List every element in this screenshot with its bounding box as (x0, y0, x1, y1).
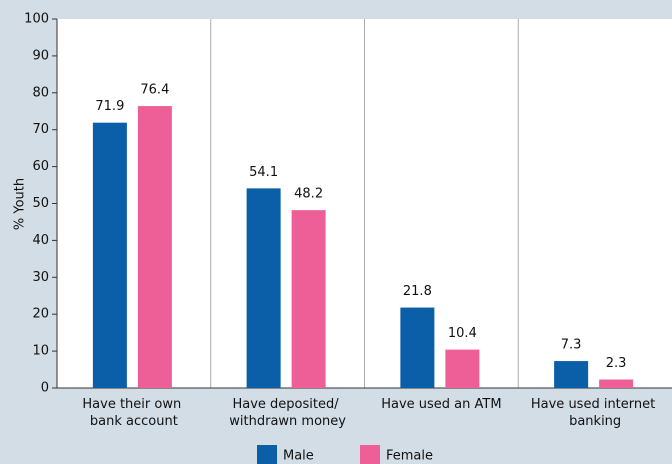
bar (246, 188, 281, 388)
y-tick-label: 100 (24, 12, 49, 27)
legend-label: Male (283, 449, 314, 464)
y-tick-label: 70 (32, 122, 49, 137)
y-tick-label: 40 (32, 233, 49, 248)
bar (291, 210, 326, 388)
value-label: 2.3 (606, 356, 627, 371)
value-label: 71.9 (95, 99, 124, 114)
y-axis-label: % Youth (13, 178, 28, 230)
bar (400, 307, 435, 388)
y-tick-label: 0 (41, 381, 49, 396)
legend-label: Female (386, 449, 433, 464)
y-tick-label: 30 (32, 270, 49, 285)
value-label: 21.8 (403, 284, 432, 299)
bar (137, 106, 172, 389)
y-tick-label: 10 (32, 344, 49, 359)
value-label: 76.4 (140, 83, 169, 98)
x-tick-label: Have used internet banking (531, 397, 660, 429)
bar (92, 122, 127, 389)
value-label: 54.1 (249, 165, 278, 180)
y-tick-label: 60 (32, 159, 49, 174)
bar (554, 361, 589, 388)
y-tick-label: 20 (32, 307, 49, 322)
x-tick-label: Have deposited/ withdrawn money (229, 397, 346, 429)
y-tick-label: 50 (32, 196, 49, 211)
bar (445, 349, 480, 388)
value-label: 7.3 (561, 338, 582, 353)
x-tick-label: Have their own bank account (82, 397, 185, 429)
value-label: 48.2 (294, 187, 323, 202)
x-tick-label: Have used an ATM (381, 397, 501, 412)
value-label: 10.4 (448, 326, 477, 341)
bar (599, 379, 634, 388)
y-tick-label: 80 (32, 85, 49, 100)
y-tick-label: 90 (32, 48, 49, 63)
legend-swatch (360, 445, 380, 464)
legend-swatch (257, 445, 277, 464)
